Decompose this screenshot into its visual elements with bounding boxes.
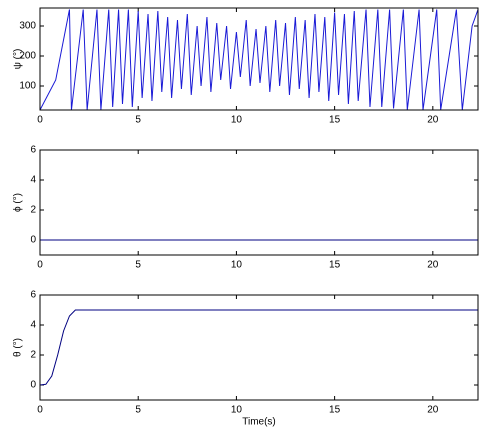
x-tick-label: 20 bbox=[427, 115, 439, 126]
y-tick-label: 0 bbox=[30, 380, 36, 391]
x-tick-label: 15 bbox=[329, 115, 341, 126]
axes-frame bbox=[39, 294, 479, 401]
x-tick-label: 10 bbox=[231, 405, 243, 416]
x-tick-label: 5 bbox=[135, 260, 141, 271]
x-tick-label: 15 bbox=[329, 405, 341, 416]
data-line bbox=[40, 309, 478, 386]
x-tick-label: 0 bbox=[37, 260, 43, 271]
y-tick-label: 6 bbox=[30, 290, 36, 301]
y-tick-label: 100 bbox=[19, 81, 36, 92]
y-axis-label: ϕ (°) bbox=[13, 193, 24, 212]
x-tick-label: 5 bbox=[135, 405, 141, 416]
y-axis-label: ψ (°) bbox=[13, 49, 24, 70]
y-tick-label: 4 bbox=[30, 175, 36, 186]
y-tick-label: 4 bbox=[30, 320, 36, 331]
y-tick-label: 2 bbox=[30, 205, 36, 216]
y-tick-label: 6 bbox=[30, 145, 36, 156]
x-axis-label: Time(s) bbox=[242, 417, 276, 428]
x-tick-label: 0 bbox=[37, 405, 43, 416]
x-tick-label: 5 bbox=[135, 115, 141, 126]
axes-frame bbox=[39, 7, 479, 111]
x-tick-label: 20 bbox=[427, 260, 439, 271]
y-tick-label: 200 bbox=[19, 51, 36, 62]
data-line bbox=[40, 9, 478, 110]
axes-frame bbox=[39, 149, 479, 256]
x-tick-label: 10 bbox=[231, 260, 243, 271]
y-tick-label: 0 bbox=[30, 235, 36, 246]
y-tick-label: 2 bbox=[30, 350, 36, 361]
x-tick-label: 0 bbox=[37, 115, 43, 126]
x-tick-label: 15 bbox=[329, 260, 341, 271]
x-tick-label: 10 bbox=[231, 115, 243, 126]
y-axis-label: θ (°) bbox=[13, 338, 24, 357]
x-tick-label: 20 bbox=[427, 405, 439, 416]
y-tick-label: 300 bbox=[19, 21, 36, 32]
